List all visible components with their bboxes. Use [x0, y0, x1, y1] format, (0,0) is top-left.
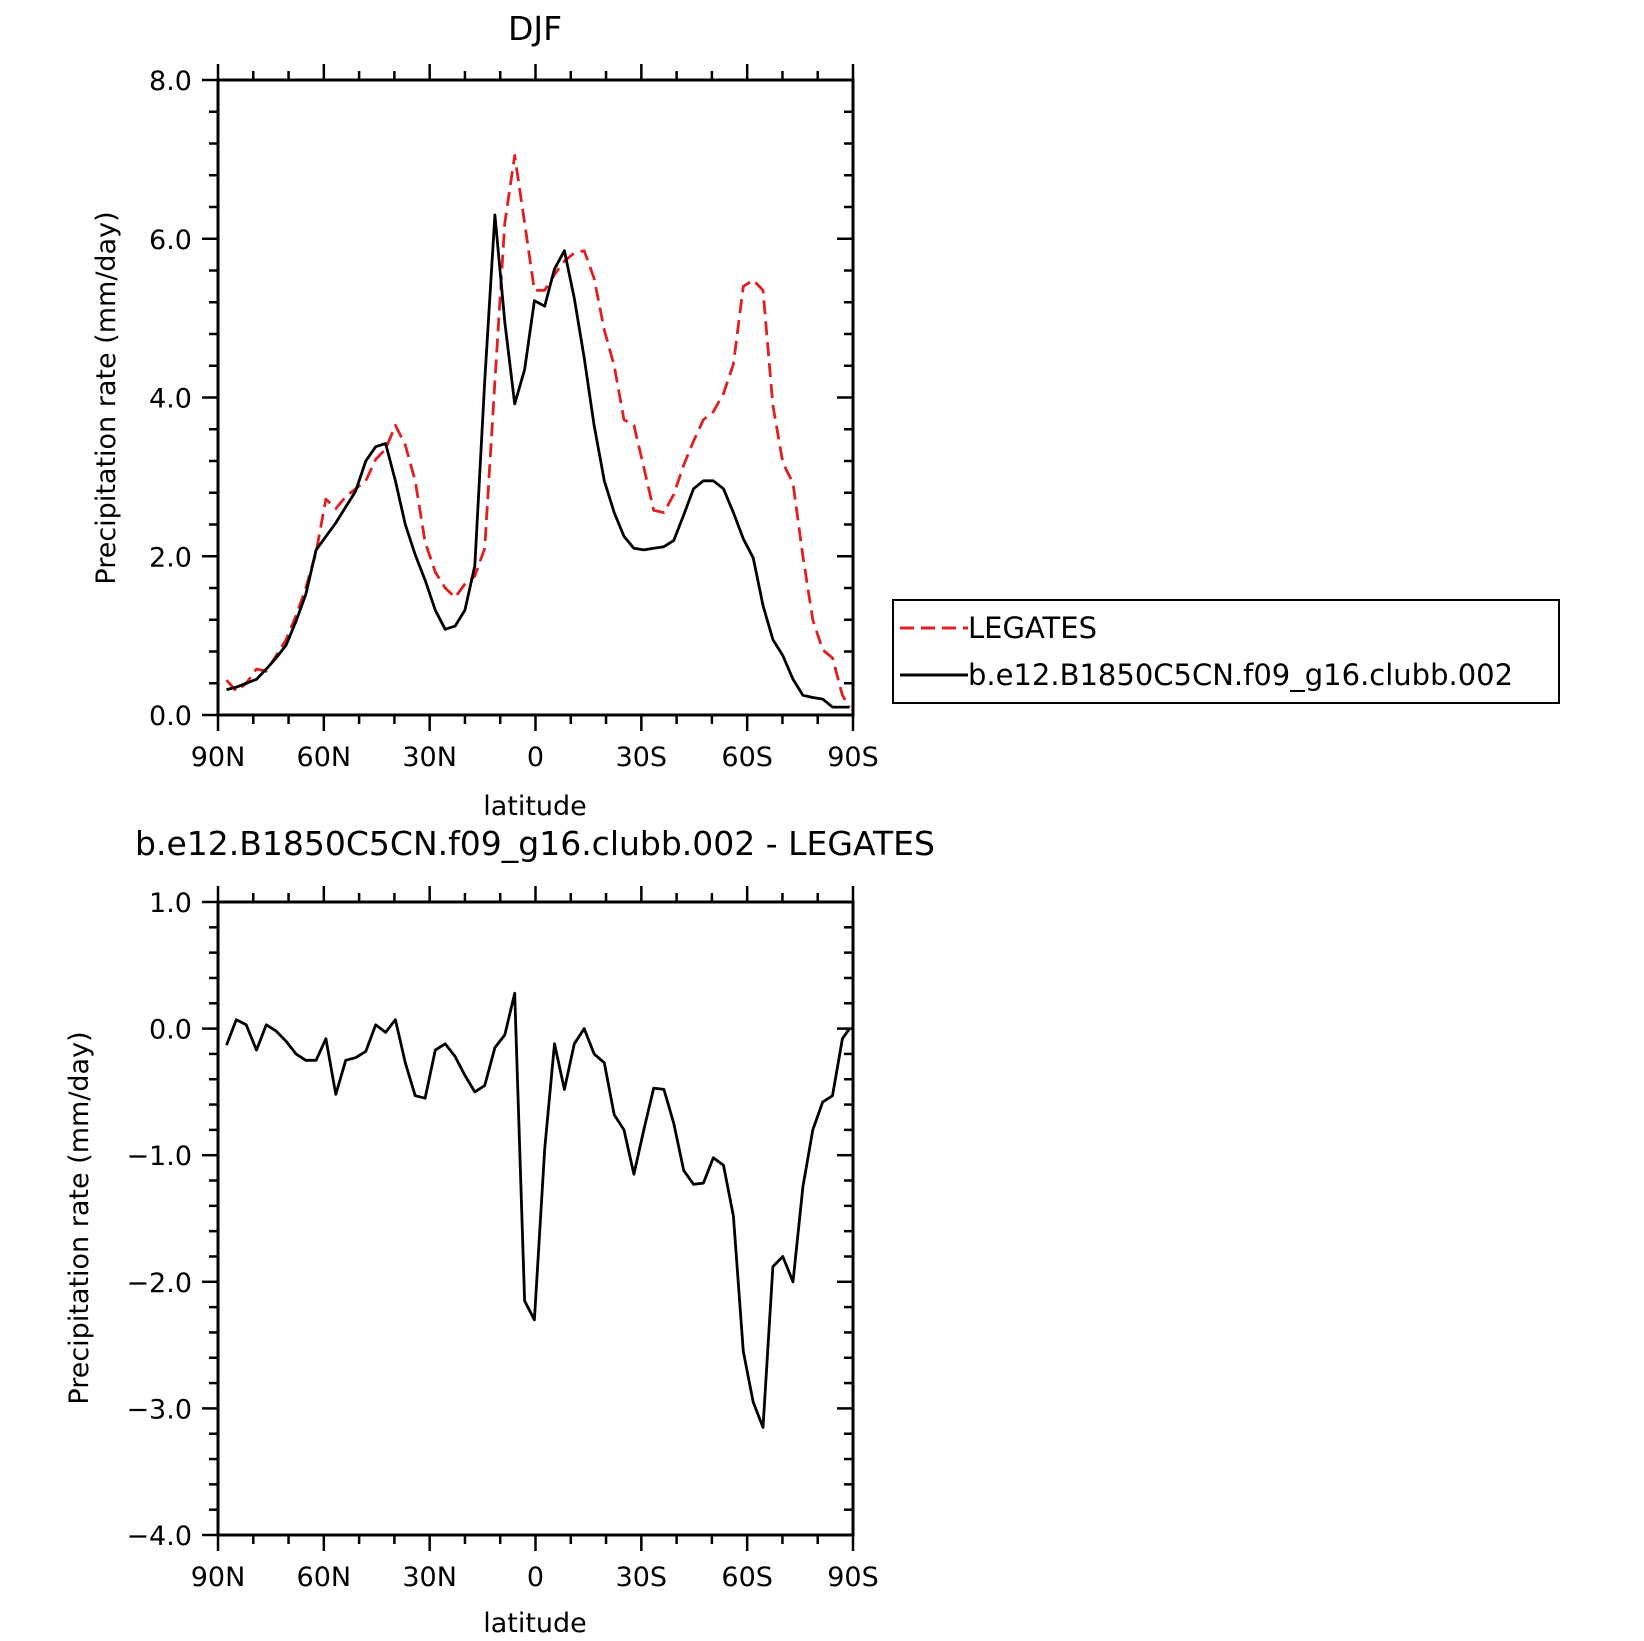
bottom-x-tick-label: 0 [527, 1562, 544, 1593]
bottom-x-tick-label: 90N [191, 1562, 246, 1593]
bottom-x-tick-label: 60S [721, 1562, 773, 1593]
top-y-tick-label: 8.0 [149, 66, 192, 97]
top-panel: DJF 90N 60N 30N 0 30S 60S 90S 0.0 2.0 4.0 6.0 8.0 l… [91, 9, 879, 822]
bottom-panel-title: b.e12.B1850C5CN.f09_g16.clubb.002 - LEGA… [135, 824, 935, 863]
top-x-tick-label: 0 [527, 742, 544, 773]
bottom-x-tick-label: 90S [827, 1562, 879, 1593]
top-x-tick-label: 30S [616, 742, 668, 773]
top-y-tick-label: 2.0 [149, 542, 192, 573]
top-x-tick-label: 60N [297, 742, 352, 773]
bottom-x-tick-label: 60N [297, 1562, 352, 1593]
top-series-line-b-e12-b1850c5cn-f09-g16-clubb-002 [226, 213, 850, 709]
bottom-y-tick-label: −1.0 [126, 1141, 192, 1172]
bottom-y-axis-label: Precipitation rate (mm/day) [64, 1031, 95, 1404]
top-series-line-legates [225, 153, 851, 708]
top-x-axis-label: latitude [483, 791, 587, 822]
bottom-x-tick-label: 30N [402, 1562, 457, 1593]
bottom-y-tick-label: 0.0 [149, 1015, 192, 1046]
legend-label-model: b.e12.B1850C5CN.f09_g16.clubb.002 [968, 658, 1513, 692]
bottom-y-tick-label: −2.0 [126, 1268, 192, 1299]
top-x-tick-label: 60S [721, 742, 773, 773]
top-y-tick-label: 6.0 [149, 225, 192, 256]
bottom-y-tick-label: −4.0 [126, 1521, 192, 1552]
bottom-plot-frame [216, 900, 855, 1537]
top-plot-frame [216, 78, 855, 717]
top-y-tick-label: 4.0 [149, 384, 192, 415]
top-x-tick-label: 90N [191, 742, 246, 773]
top-x-tick-label: 30N [402, 742, 457, 773]
bottom-x-axis-label: latitude [483, 1608, 587, 1639]
bottom-panel: b.e12.B1850C5CN.f09_g16.clubb.002 - LEGA… [64, 824, 935, 1639]
bottom-series-line-difference [225, 991, 851, 1429]
bottom-y-tick-label: 1.0 [149, 888, 192, 919]
top-panel-title: DJF [508, 9, 562, 48]
bottom-y-tick-label: −3.0 [126, 1394, 192, 1425]
legend: LEGATES b.e12.B1850C5CN.f09_g16.clubb.00… [892, 599, 1560, 704]
top-y-axis-label: Precipitation rate (mm/day) [91, 211, 122, 584]
bottom-x-tick-label: 30S [616, 1562, 668, 1593]
top-x-tick-label: 90S [827, 742, 879, 773]
top-y-tick-label: 0.0 [149, 701, 192, 732]
legend-box [892, 599, 1560, 704]
legend-label-legates: LEGATES [968, 611, 1097, 645]
